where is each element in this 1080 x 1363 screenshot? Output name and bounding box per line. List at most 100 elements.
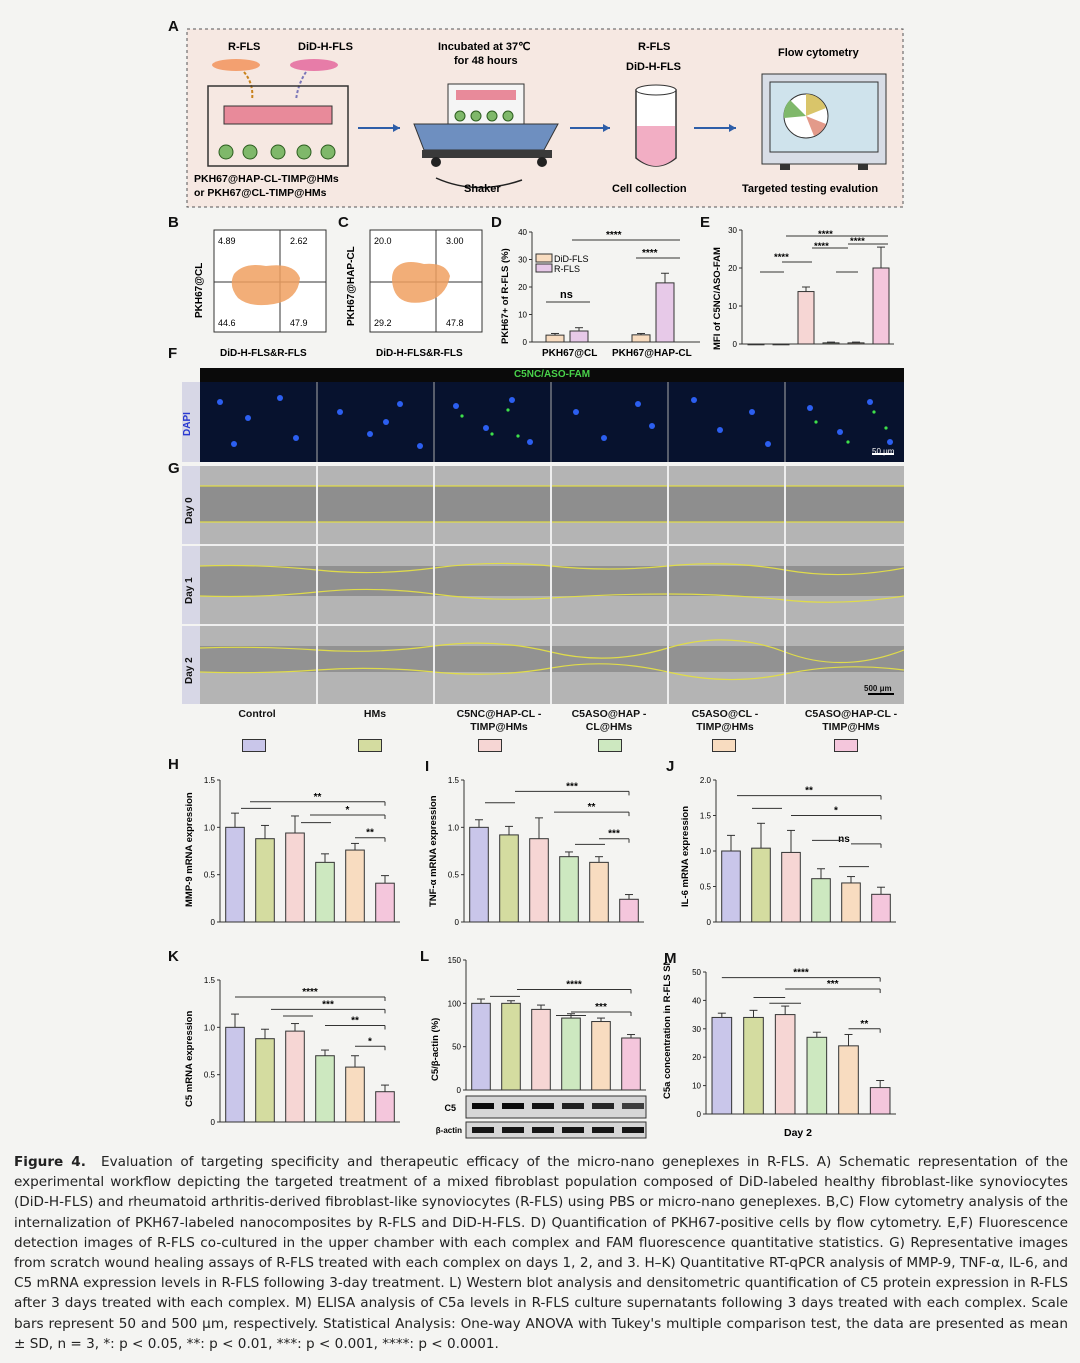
chart-h-bar-5 — [375, 882, 395, 923]
chart-j-bar-1 — [751, 847, 771, 923]
chart-j-ytick-label: 1.0 — [700, 847, 712, 856]
chart-e-bar-1 — [772, 343, 790, 346]
schematic-did: DiD-H-FLS — [298, 41, 353, 53]
dapi-label: DAPI — [182, 412, 193, 436]
chart-d-cat-1: PKH67@HAP-CL — [612, 348, 692, 359]
western-c5-label: C5 — [444, 1103, 456, 1113]
chart-m-bar-5 — [869, 1087, 891, 1115]
chart-m-sig-1: *** — [827, 979, 839, 990]
western-c5-band-5 — [622, 1103, 644, 1109]
chart-m-bar-3 — [806, 1036, 828, 1115]
chart-h-ylabel: MMP-9 mRNA expression — [184, 792, 195, 907]
chart-l-bar-1 — [501, 1002, 521, 1091]
shaker-platform — [413, 123, 559, 151]
chart-i-bar-2 — [529, 838, 549, 923]
group-label-0: Control — [238, 708, 276, 720]
group-label-5: C5ASO@HAP-CL -TIMP@HMs — [804, 708, 898, 733]
caption-label: Figure 4. — [14, 1154, 86, 1170]
chart-m-bar-2 — [774, 1014, 796, 1115]
legend-swatch-did — [535, 253, 553, 263]
chart-i-sig-2: *** — [608, 829, 620, 840]
chart-l-bar-2 — [531, 1008, 551, 1091]
incubation-line-2: for 48 hours — [454, 55, 518, 67]
chart-h-ytick-label: 1.0 — [204, 823, 216, 832]
legend-swatch-1 — [358, 739, 382, 752]
western-actin-band-4 — [592, 1127, 614, 1133]
chart-k-ytick-label: 0 — [211, 1118, 216, 1127]
panel-letter-a: A — [168, 18, 179, 35]
chart-e-sig-3: **** — [814, 241, 829, 252]
western-c5-panel — [465, 1095, 647, 1119]
chart-h-ytick-label: 1.5 — [204, 776, 216, 785]
chart-m: C5a concentration in R-FLS SN (pg/mL) 0 10… — [662, 962, 896, 1139]
chart-l-ytick-label: 50 — [452, 1043, 461, 1052]
chart-k-sig-3: * — [368, 1036, 372, 1047]
panel-letter-c: C — [338, 214, 349, 231]
chart-h-bar-3 — [315, 861, 335, 923]
panel-letter-m: M — [664, 950, 677, 967]
chart-l-bar-5 — [621, 1037, 641, 1091]
flow-b-q3: 44.6 — [218, 318, 236, 328]
transwell-outer — [207, 85, 349, 167]
group-label-4: C5ASO@CL -TIMP@HMs — [691, 708, 759, 733]
chart-j-sig-1: * — [834, 806, 838, 817]
chart-i-ytick-label: 0.5 — [448, 871, 460, 880]
chart-m-sig-0: **** — [793, 968, 809, 979]
chart-e-bar-5 — [872, 267, 890, 345]
chart-e-ylabel: MFI of C5NC/ASO-FAM — [712, 247, 723, 350]
panel-letter-b: B — [168, 214, 179, 231]
chart-k-sig-0: **** — [302, 987, 318, 998]
schematic-rfls: R-FLS — [228, 41, 260, 53]
flow-c-xlabel: DiD-H-FLS&R-FLS — [376, 348, 463, 359]
chart-h-ytick-label: 0.5 — [204, 871, 216, 880]
panel-letter-e: E — [700, 214, 711, 231]
chart-i-sig-1: ** — [588, 802, 596, 813]
chart-j-ylabel: IL-6 mRNA expression — [680, 806, 691, 907]
chart-j-sig-0: ** — [805, 786, 813, 797]
chart-e-bar-0 — [747, 343, 765, 346]
legend-did: DiD-FLS — [554, 254, 589, 264]
flow-c-ylabel: PKH67@HAP-CL — [346, 246, 357, 326]
chart-k-bar-4 — [345, 1066, 365, 1123]
chart-d-ytick-label: 20 — [518, 283, 527, 292]
chart-e-ytick-label: 10 — [728, 302, 737, 311]
flow-b-ylabel: PKH67@CL — [194, 263, 205, 318]
chart-k-bar-1 — [255, 1038, 275, 1123]
chart-i-bar-0 — [469, 826, 489, 923]
chart-e-ytick-label: 20 — [728, 264, 737, 273]
chart-m-ytick-label: 40 — [692, 996, 701, 1005]
flow-b-population — [231, 265, 300, 306]
chart-i-bar-4 — [589, 861, 609, 923]
chart-d-bar-0-1 — [569, 330, 589, 343]
chart-d-ytick-label: 30 — [518, 256, 527, 265]
chart-h-bar-4 — [345, 849, 365, 923]
transwell-insert — [223, 105, 333, 125]
chart-j-ytick-label: 1.5 — [700, 812, 712, 821]
chart-k-ytick-label: 1.5 — [204, 976, 216, 985]
group-label-3: C5ASO@HAP -CL@HMs — [571, 708, 647, 733]
chart-j-bar-2 — [781, 851, 801, 923]
chart-d-ytick-label: 0 — [523, 338, 528, 347]
panel-letter-d: D — [491, 214, 502, 231]
chart-d-cat-0: PKH67@CL — [542, 348, 597, 359]
panel-letter-l: L — [420, 948, 430, 965]
legend-swatch-rfls — [535, 263, 553, 273]
chart-i-bar-1 — [499, 834, 519, 923]
western-actin-band-0 — [472, 1127, 494, 1133]
flow-b-q4: 47.9 — [290, 318, 308, 328]
chart-m-ytick-label: 30 — [692, 1025, 701, 1034]
flow-b-q1: 4.89 — [218, 236, 236, 246]
western-c5-band-2 — [532, 1103, 554, 1109]
chart-l-sig-0: **** — [566, 979, 582, 990]
targeted-testing-label: Targeted testing evalution — [742, 183, 878, 195]
tube-rfls: R-FLS — [638, 41, 670, 53]
chart-m-ytick-label: 0 — [697, 1110, 702, 1119]
chart-j-bar-5 — [871, 893, 891, 923]
western-c5-band-3 — [562, 1103, 584, 1109]
fluorescence-images — [200, 382, 904, 462]
chart-e: MFI of C5NC/ASO-FAM **** **** **** **** … — [712, 226, 894, 350]
chart-m-bar-4 — [838, 1045, 859, 1115]
western-actin-band-2 — [532, 1127, 554, 1133]
